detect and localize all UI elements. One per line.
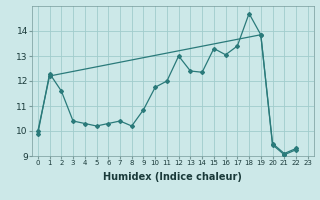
X-axis label: Humidex (Indice chaleur): Humidex (Indice chaleur) bbox=[103, 172, 242, 182]
